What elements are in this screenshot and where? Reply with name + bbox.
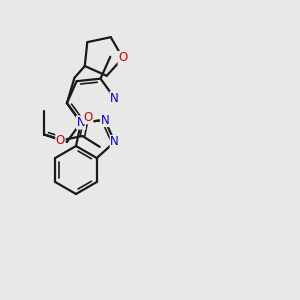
Text: O: O — [84, 111, 93, 124]
Text: N: N — [110, 135, 119, 148]
Text: O: O — [56, 134, 65, 146]
Text: N: N — [76, 116, 85, 129]
Text: N: N — [100, 113, 109, 127]
Text: N: N — [110, 92, 119, 105]
Text: O: O — [118, 52, 128, 64]
